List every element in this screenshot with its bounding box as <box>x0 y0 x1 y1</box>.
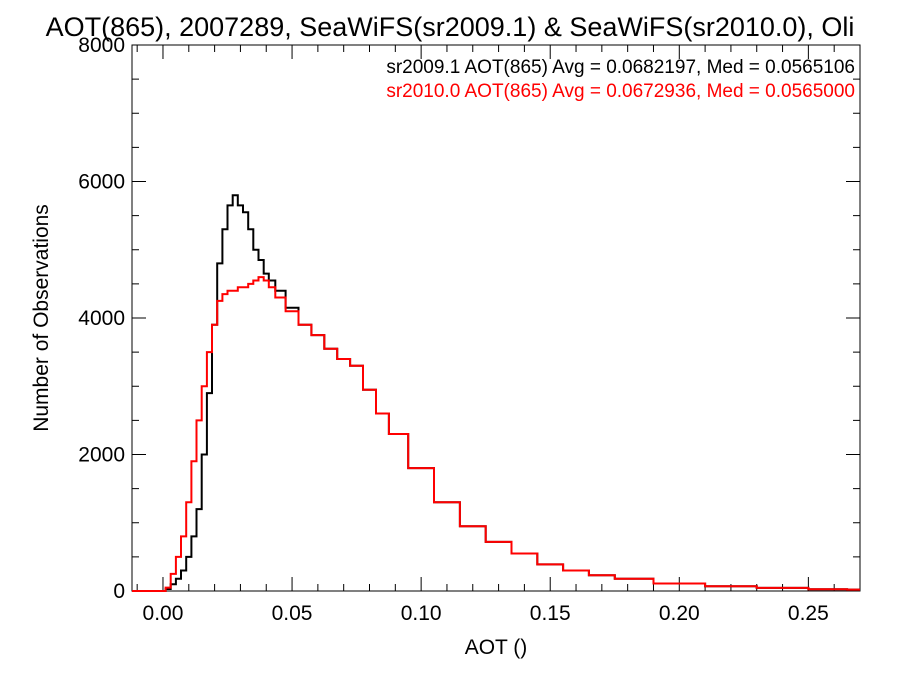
x-tick-label: 0.00 <box>143 602 184 625</box>
series-layer <box>132 194 860 592</box>
y-tick-label: 0 <box>113 580 125 603</box>
x-tick-label: 0.05 <box>272 602 313 625</box>
y-tick-label: 6000 <box>78 171 125 194</box>
series-line-2 <box>132 276 860 592</box>
y-tick-label: 2000 <box>78 444 125 467</box>
x-axis-label: AOT () <box>465 636 528 659</box>
axis-tick-labels: 0.00 0.05 0.10 0.15 0.20 0.25 0 2000 4000 6000 800… <box>78 34 829 625</box>
x-tick-label: 0.20 <box>659 602 700 625</box>
annotation-sr2010: sr2010.0 AOT(865) Avg = 0.0672936, Med =… <box>386 81 855 102</box>
annotation-sr2009: sr2009.1 AOT(865) Avg = 0.0682197, Med =… <box>386 57 855 78</box>
x-tick-label: 0.25 <box>788 602 829 625</box>
x-tick-label: 0.15 <box>530 602 571 625</box>
y-tick-label: 4000 <box>78 307 125 330</box>
y-axis-label: Number of Observations <box>30 204 53 432</box>
axis-ticks <box>132 44 861 592</box>
chart-title: AOT(865), 2007289, SeaWiFS(sr2009.1) & S… <box>46 12 855 42</box>
x-tick-label: 0.10 <box>401 602 442 625</box>
y-tick-label: 8000 <box>78 34 125 57</box>
